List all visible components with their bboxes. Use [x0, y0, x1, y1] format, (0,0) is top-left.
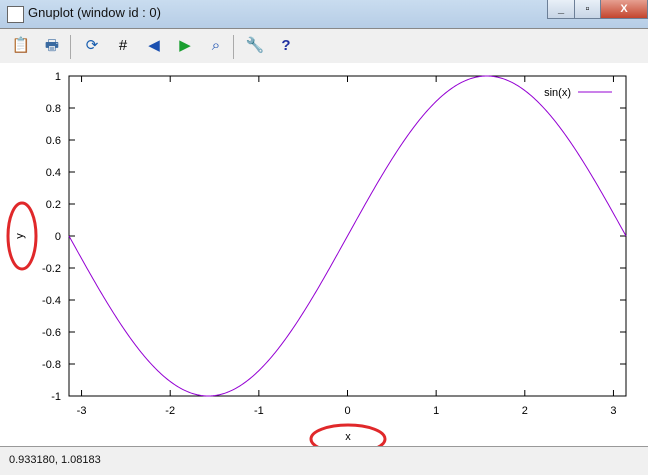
options-button[interactable]: 🔧	[244, 35, 266, 57]
refresh-icon: ⟳	[85, 37, 99, 54]
clipboard-icon: 📋	[11, 37, 31, 54]
title-bar: Gnuplot (window id : 0) _ ▫ X	[0, 0, 648, 28]
y-tick-label: -1	[51, 391, 61, 403]
print-icon: 🖶	[44, 37, 60, 54]
autoscale-icon: ⌕	[211, 37, 221, 54]
y-tick-label: 0	[55, 231, 61, 243]
copy-clipboard-button[interactable]: 📋	[10, 35, 32, 57]
annotation-ellipse-x	[309, 423, 387, 446]
plot-canvas[interactable]: -1 -0.8 -0.6 -0.4 -0.2 0 0.2 0.4 0.6 0.8 1 -3 -2 -1 0 1…	[0, 62, 648, 446]
mouse-coordinates: 0.933180, 1.08183	[9, 454, 101, 466]
autoscale-button[interactable]: ⌕	[205, 35, 227, 57]
help-button[interactable]: ?	[275, 35, 297, 57]
legend-label: sin(x)	[544, 87, 571, 99]
minimize-icon: _	[557, 3, 565, 15]
y-tick-label: 1	[55, 71, 61, 83]
y-tick-label: -0.8	[42, 359, 61, 371]
y-tick-label: 0.4	[46, 167, 61, 179]
series-line-sin	[68, 75, 627, 397]
gnuplot-app-icon	[7, 6, 24, 23]
x-tick-label: 3	[610, 405, 616, 417]
maximize-button[interactable]: ▫	[574, 0, 601, 19]
x-tick-label: 0	[344, 405, 350, 417]
close-icon: X	[620, 3, 628, 15]
annotation-ellipse-y	[6, 201, 38, 271]
y-tick-label: 0.2	[46, 199, 61, 211]
y-tick-label: 0.8	[46, 103, 61, 115]
y-tick-label: -0.4	[42, 295, 61, 307]
print-button[interactable]: 🖶	[41, 35, 63, 57]
x-tick-label: 2	[522, 405, 528, 417]
zoom-prev-button[interactable]: ◀	[143, 35, 165, 57]
y-tick-label: -0.6	[42, 327, 61, 339]
replot-button[interactable]: ⟳	[81, 35, 103, 57]
window-title: Gnuplot (window id : 0)	[28, 5, 161, 20]
status-bar: 0.933180, 1.08183	[0, 446, 648, 475]
grid-icon: #	[118, 37, 128, 54]
zoom-previous-icon: ◀	[148, 37, 160, 54]
x-tick-label: -3	[77, 405, 87, 417]
zoom-next-button[interactable]: ▶	[174, 35, 196, 57]
grid-button[interactable]: #	[112, 35, 134, 57]
toolbar: 📋 🖶 ⟳ # ◀ ▶ ⌕ 🔧?	[0, 28, 648, 63]
x-tick-label: 1	[433, 405, 439, 417]
wrench-icon: 🔧	[245, 37, 265, 54]
y-axis-label: y	[14, 233, 26, 239]
minimize-button[interactable]: _	[547, 0, 575, 19]
x-axis-label: x	[345, 431, 351, 443]
x-tick-label: -1	[254, 405, 264, 417]
zoom-next-icon: ▶	[179, 37, 191, 54]
toolbar-separator	[233, 35, 234, 59]
help-icon: ?	[281, 37, 291, 54]
y-tick-label: 0.6	[46, 135, 61, 147]
x-tick-label: -2	[165, 405, 175, 417]
close-button[interactable]: X	[600, 0, 648, 19]
y-tick-label: -0.2	[42, 263, 61, 275]
maximize-icon: ▫	[585, 3, 590, 15]
toolbar-separator	[70, 35, 71, 59]
